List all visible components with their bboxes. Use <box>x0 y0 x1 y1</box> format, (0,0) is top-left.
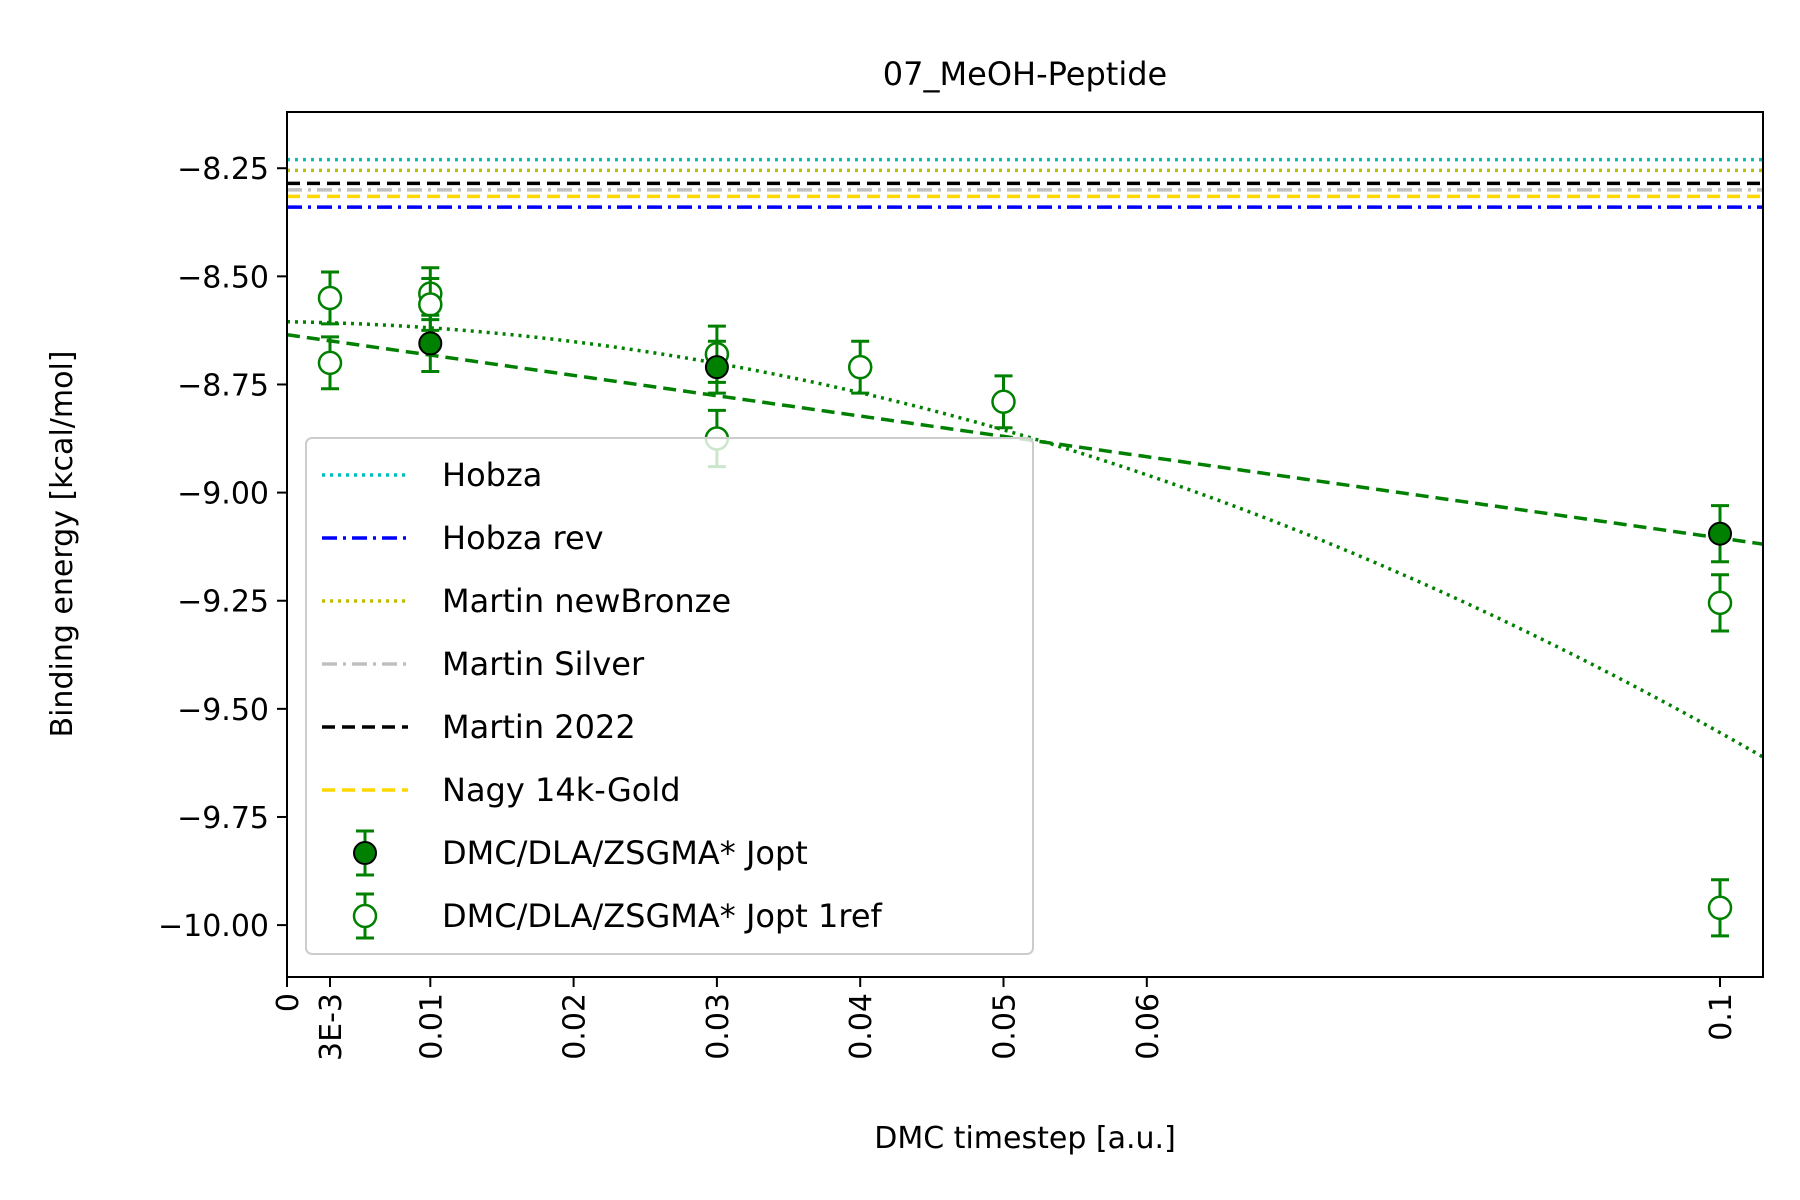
y-tick-label: −10.00 <box>158 909 269 944</box>
x-tick-label: 0.04 <box>844 993 879 1060</box>
x-tick-label: 0.01 <box>414 993 449 1060</box>
legend: Hobza Hobza rev Martin newBronze Martin Sil… <box>305 437 1034 955</box>
x-tick-label: 0.06 <box>1131 993 1166 1060</box>
x-tick-label: 0.1 <box>1704 993 1739 1041</box>
data-point <box>418 313 443 373</box>
legend-label: Martin Silver <box>442 645 645 683</box>
legend-label: Hobza <box>442 456 542 494</box>
data-point <box>317 270 343 326</box>
legend-box <box>305 437 1034 955</box>
y-tick-label: −8.25 <box>177 152 269 187</box>
x-tick-label: 3E-3 <box>314 993 349 1061</box>
data-point <box>317 335 343 391</box>
data-points <box>317 266 1733 938</box>
legend-marker-filled <box>353 841 377 865</box>
marker-open <box>1707 895 1733 921</box>
chart-title: 07_MeOH-Peptide <box>883 55 1167 93</box>
x-tick-label: 0.02 <box>558 993 593 1060</box>
marker-open <box>317 350 343 376</box>
legend-label: Nagy 14k-Gold <box>442 771 681 809</box>
y-axis-ticks: −8.25 −8.50 −8.75 −9.00 −9.25 −9.50 −9.75 −10.0… <box>158 152 287 944</box>
y-tick-label: −9.50 <box>177 693 269 728</box>
y-tick-label: −9.25 <box>177 585 269 620</box>
legend-label: Hobza rev <box>442 519 604 557</box>
data-point <box>1708 504 1733 564</box>
legend-label: DMC/DLA/ZSGMA* Jopt 1ref <box>442 897 883 935</box>
marker-open <box>847 354 873 380</box>
legend-label: DMC/DLA/ZSGMA* Jopt <box>442 834 808 872</box>
reference-lines <box>287 157 1763 209</box>
x-axis-ticks: 0 3E-3 0.01 0.02 0.03 0.04 0.05 0.06 0.1 <box>271 977 1739 1061</box>
x-axis-label: DMC timestep [a.u.] <box>874 1121 1176 1156</box>
y-tick-label: −9.75 <box>177 801 269 836</box>
plot-frame <box>286 111 1764 978</box>
plot-area <box>287 157 1763 938</box>
marker-open <box>317 285 343 311</box>
marker-open <box>991 389 1016 415</box>
marker-filled <box>1708 521 1733 546</box>
marker-open <box>1707 590 1733 616</box>
x-tick-label: 0.03 <box>701 993 736 1060</box>
legend-marker-open <box>352 903 378 929</box>
y-tick-label: −8.50 <box>177 260 269 295</box>
legend-label: Martin 2022 <box>442 708 636 746</box>
marker-open <box>418 292 443 317</box>
data-point <box>704 339 729 395</box>
x-tick-label: 0.05 <box>988 993 1023 1060</box>
x-tick-label: 0 <box>271 993 306 1012</box>
data-point <box>1707 573 1733 633</box>
y-tick-label: −8.75 <box>177 368 269 403</box>
data-point <box>991 374 1016 430</box>
data-point <box>847 339 873 395</box>
data-point <box>1707 878 1733 938</box>
marker-filled <box>418 331 443 356</box>
legend-label: Martin newBronze <box>442 582 731 620</box>
marker-filled <box>704 355 729 380</box>
y-tick-label: −9.00 <box>177 477 269 512</box>
y-axis-label: Binding energy [kcal/mol] <box>45 351 80 738</box>
